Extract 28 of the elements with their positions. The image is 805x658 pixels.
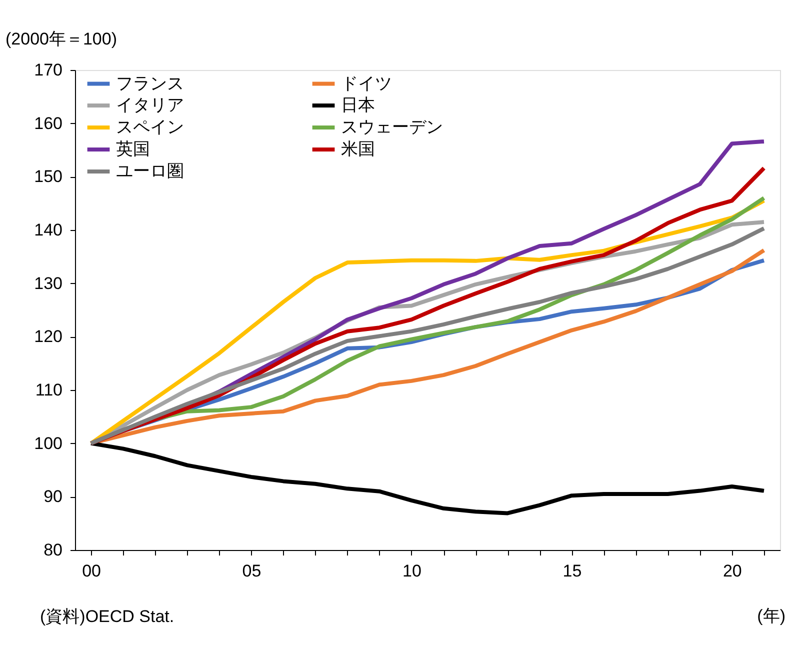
y-tick-label: 90	[44, 487, 62, 506]
y-tick-label: 130	[34, 274, 62, 293]
y-tick-label: 80	[44, 540, 62, 560]
legend-label: 日本	[341, 96, 375, 114]
legend-label: フランス	[116, 74, 184, 93]
x-tick-label: 00	[82, 562, 101, 580]
legend-label: スウェーデン	[341, 118, 443, 136]
y-tick-label: 160	[34, 114, 62, 133]
x-axis-title: (年)	[757, 606, 786, 626]
line-series	[89, 441, 766, 516]
x-tick-label: 10	[402, 562, 422, 580]
x-tick-label: 15	[562, 562, 582, 580]
y-tick-label: 110	[35, 380, 62, 400]
y-tick-label: 150	[34, 167, 62, 186]
y-tick-label: 170	[34, 60, 62, 80]
legend-label: ドイツ	[341, 74, 392, 93]
legend-label: 米国	[341, 140, 375, 158]
y-tick-label: 120	[34, 327, 62, 346]
legend-label: スペイン	[116, 118, 184, 136]
legend-label: 英国	[116, 140, 150, 158]
y-tick-label: 100	[34, 434, 62, 453]
legend-label: イタリア	[116, 96, 184, 114]
text: (資料)OECD Stat.	[40, 607, 174, 626]
x-tick-label: 05	[242, 562, 262, 580]
y-tick-label: 140	[34, 220, 62, 240]
y-axis-title: (2000年＝100)	[6, 30, 118, 48]
x-tick-label: 20	[722, 562, 742, 580]
legend-label: ユーロ圏	[116, 162, 184, 180]
